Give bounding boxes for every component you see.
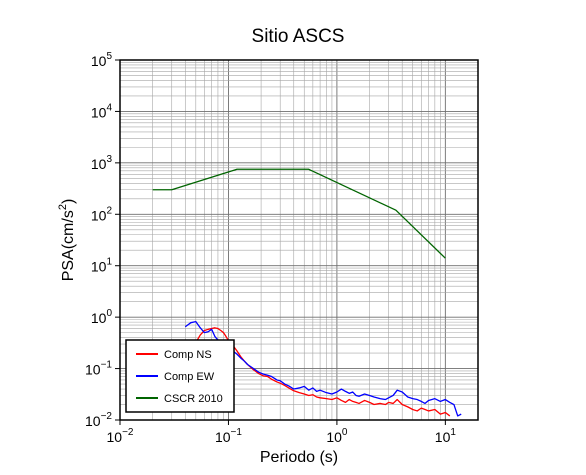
legend-label: Comp NS [164, 349, 212, 361]
y-tick-label: 105 [91, 51, 113, 69]
legend: Comp NS Comp EW CSCR 2010 [125, 339, 235, 413]
grid [120, 60, 478, 420]
x-tick-label: 10−1 [215, 427, 242, 445]
legend-label: CSCR 2010 [164, 393, 223, 405]
legend-label: Comp EW [164, 371, 215, 383]
x-tick-label: 10−2 [107, 427, 134, 445]
y-tick-label: 10−1 [85, 360, 112, 378]
y-tick-label: 100 [91, 308, 113, 326]
y-tick-label: 102 [91, 205, 113, 223]
legend-items: Comp NS Comp EW CSCR 2010 [136, 349, 223, 405]
y-axis-label-end: ) [60, 199, 77, 204]
y-tick-label: 101 [91, 257, 113, 275]
chart-title: Sitio ASCS [252, 26, 345, 47]
y-axis-label-base: PSA(cm/s [60, 210, 77, 281]
y-tick-label: 104 [91, 102, 113, 120]
series-line-cscr-2010 [152, 168, 446, 259]
x-axis-label: Periodo (s) [260, 449, 338, 466]
plot-frame [119, 59, 479, 421]
y-axis-label: PSA(cm/s2) [57, 199, 77, 282]
y-axis-ticks: 10−2 10−1 100 101 102 103 104 105 [85, 51, 120, 429]
x-axis-ticks: 10−2 10−1 100 101 [107, 420, 457, 445]
y-tick-label: 103 [91, 154, 113, 172]
x-tick-label: 100 [326, 427, 348, 445]
y-axis-label-sup: 2 [57, 204, 69, 210]
x-tick-label: 101 [435, 427, 457, 445]
y-tick-label: 10−2 [85, 411, 112, 429]
